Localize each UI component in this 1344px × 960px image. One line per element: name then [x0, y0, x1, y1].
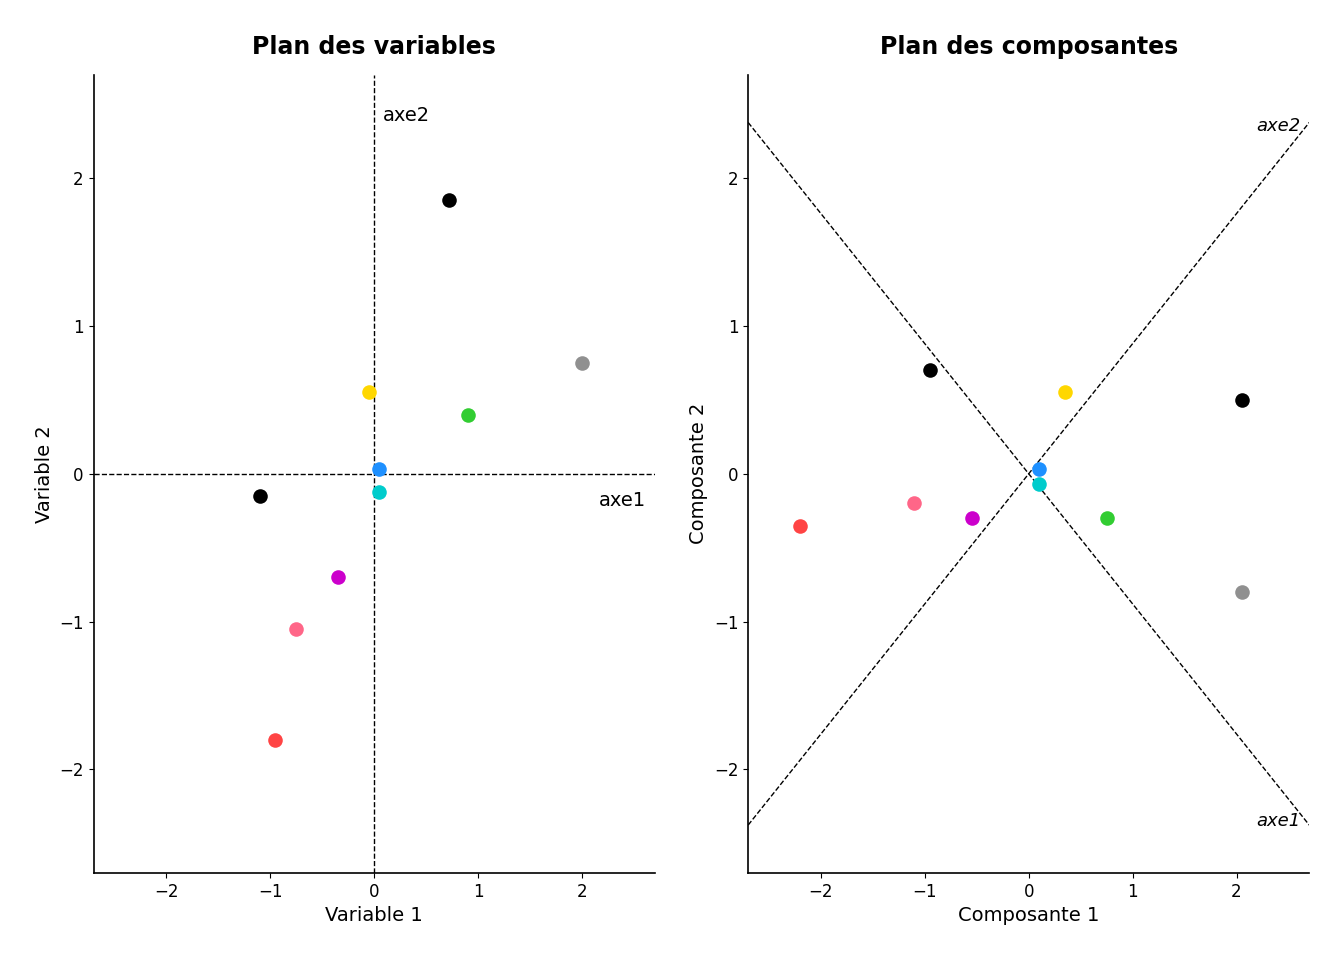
Title: Plan des composantes: Plan des composantes [879, 35, 1177, 59]
Point [1095, 511, 1117, 526]
Point [368, 462, 390, 477]
Text: axe1: axe1 [1257, 812, 1301, 830]
Text: axe1: axe1 [599, 491, 646, 510]
Text: axe2: axe2 [383, 107, 430, 126]
Point [249, 489, 270, 504]
Point [1028, 462, 1050, 477]
Y-axis label: Composante 2: Composante 2 [689, 403, 708, 544]
Point [571, 355, 593, 371]
Y-axis label: Variable 2: Variable 2 [35, 425, 54, 522]
Point [358, 385, 379, 400]
Point [919, 363, 941, 378]
X-axis label: Variable 1: Variable 1 [325, 906, 423, 925]
Point [327, 569, 348, 585]
Point [1231, 585, 1253, 600]
Point [1028, 476, 1050, 492]
Point [368, 484, 390, 499]
Text: axe2: axe2 [1257, 117, 1301, 135]
Point [457, 407, 478, 422]
X-axis label: Composante 1: Composante 1 [958, 906, 1099, 925]
Title: Plan des variables: Plan des variables [253, 35, 496, 59]
Point [1054, 385, 1075, 400]
Point [265, 732, 286, 748]
Point [285, 621, 306, 636]
Point [903, 495, 925, 511]
Point [789, 517, 810, 533]
Point [438, 193, 460, 208]
Point [1231, 393, 1253, 408]
Point [961, 511, 982, 526]
